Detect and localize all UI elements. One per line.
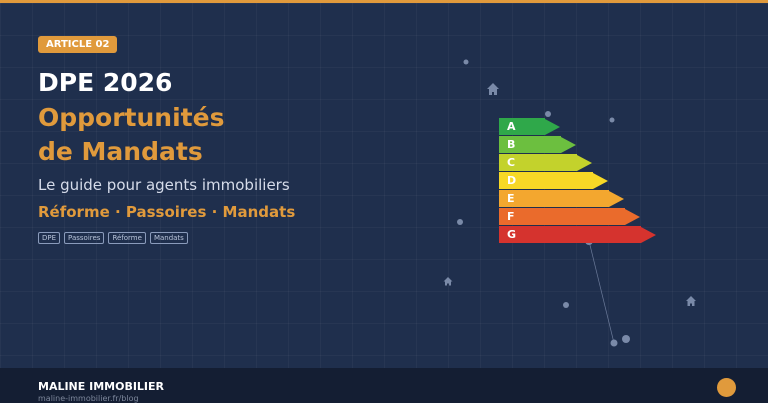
dpe-bar-a: A <box>499 118 560 135</box>
title-line-3: de Mandats <box>38 137 203 166</box>
background-grid <box>0 3 768 368</box>
dpe-bar-arrow <box>545 118 560 135</box>
network-node <box>610 339 618 347</box>
dpe-bar-f: F <box>499 208 640 225</box>
tag[interactable]: DPE <box>38 232 61 244</box>
dpe-bar-arrow <box>641 226 656 243</box>
dpe-bar-label: A <box>499 118 545 135</box>
dpe-bar-c: C <box>499 154 592 171</box>
dpe-bar-arrow <box>593 172 608 189</box>
tag[interactable]: Mandats <box>149 232 188 244</box>
dpe-bar-label: C <box>499 154 577 171</box>
house-icon <box>686 296 696 306</box>
network-node <box>563 302 569 308</box>
brand-name: MALINE IMMOBILIER <box>38 380 165 393</box>
dpe-bar-label: G <box>499 226 641 243</box>
house-icon <box>487 83 499 95</box>
network-node <box>457 219 463 225</box>
dpe-bar-arrow <box>577 154 592 171</box>
dpe-bar-label: F <box>499 208 625 225</box>
top-accent-bar <box>0 0 768 3</box>
keywords: Réforme · Passoires · Mandats <box>38 203 296 221</box>
network-node <box>622 335 630 343</box>
dpe-bar-label: D <box>499 172 593 189</box>
dpe-bar-d: D <box>499 172 608 189</box>
dpe-bar-arrow <box>625 208 640 225</box>
subtitle: Le guide pour agents immobiliers <box>38 176 290 194</box>
dpe-bar-label: B <box>499 136 561 153</box>
title-line-2: Opportunités <box>38 103 225 132</box>
network-node <box>463 59 469 65</box>
dpe-bar-arrow <box>561 136 576 153</box>
network-node <box>609 117 615 123</box>
tag[interactable]: Réforme <box>108 232 146 244</box>
footer: MALINE IMMOBILIER maline-immobilier.fr/b… <box>0 368 768 403</box>
blog-url[interactable]: maline-immobilier.fr/blog <box>38 394 139 403</box>
accent-dot <box>717 378 736 397</box>
dpe-bar-b: B <box>499 136 576 153</box>
tag-list: DPE Passoires Réforme Mandats <box>38 232 188 244</box>
dpe-bar-label: E <box>499 190 609 207</box>
page-title-highlight: Opportunités de Mandats <box>38 101 224 169</box>
dpe-bar-arrow <box>609 190 624 207</box>
page-title: DPE 2026 <box>38 68 173 97</box>
tag[interactable]: Passoires <box>64 232 105 244</box>
dpe-bar-e: E <box>499 190 624 207</box>
article-badge: ARTICLE 02 <box>38 36 118 53</box>
network-node <box>545 111 551 117</box>
house-icon <box>443 277 453 286</box>
dpe-bar-g: G <box>499 226 656 243</box>
